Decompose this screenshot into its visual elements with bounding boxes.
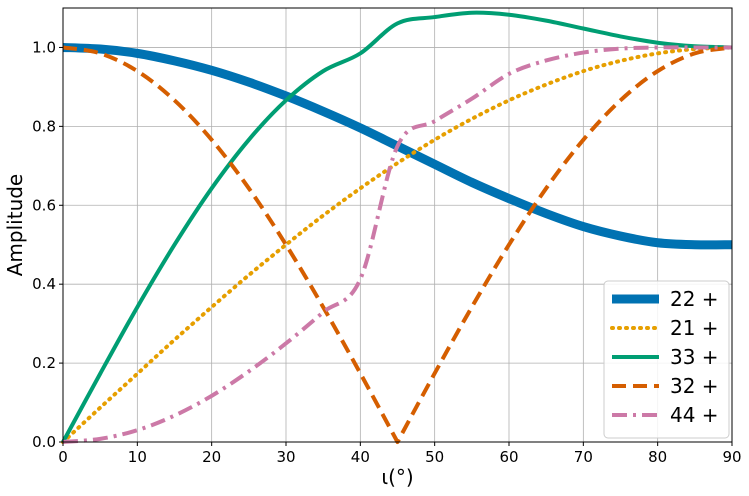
legend: 22 + 21 + 33 + 32 + 44 + [603,280,730,439]
x-tick-label: 80 [648,448,667,466]
axis-ticks: 0 10 20 30 40 50 60 70 80 90 0.0 0.2 0.4 0.6 0.8 1.0 [32,38,741,466]
y-tick-label: 0.6 [32,196,56,214]
legend-label: 22 + [670,287,719,311]
x-tick-label: 30 [276,448,295,466]
x-tick-label: 60 [499,448,518,466]
plot-frame [62,7,733,443]
series-line-1 [61,45,734,444]
legend-label: 21 + [670,316,719,340]
x-tick-label: 90 [722,448,741,466]
x-tick-label: 40 [351,448,370,466]
x-tick-label: 70 [574,448,593,466]
x-tick-label: 20 [202,448,221,466]
y-tick-label: 0.0 [32,433,56,451]
x-tick-label: 0 [58,448,68,466]
series-line-2 [61,10,733,443]
legend-label: 33 + [670,345,719,369]
x-tick-label: 10 [128,448,147,466]
y-tick-label: 0.8 [32,117,56,135]
legend-label: 32 + [670,374,719,398]
x-tick-label: 50 [425,448,444,466]
y-tick-label: 1.0 [32,38,56,56]
legend-label: 44 + [670,403,719,427]
x-axis-label: ι(°) [381,465,413,489]
legend-box [603,280,730,439]
y-axis-label: Amplitude [3,174,27,277]
y-tick-label: 0.4 [32,275,56,293]
y-tick-label: 0.2 [32,354,56,372]
